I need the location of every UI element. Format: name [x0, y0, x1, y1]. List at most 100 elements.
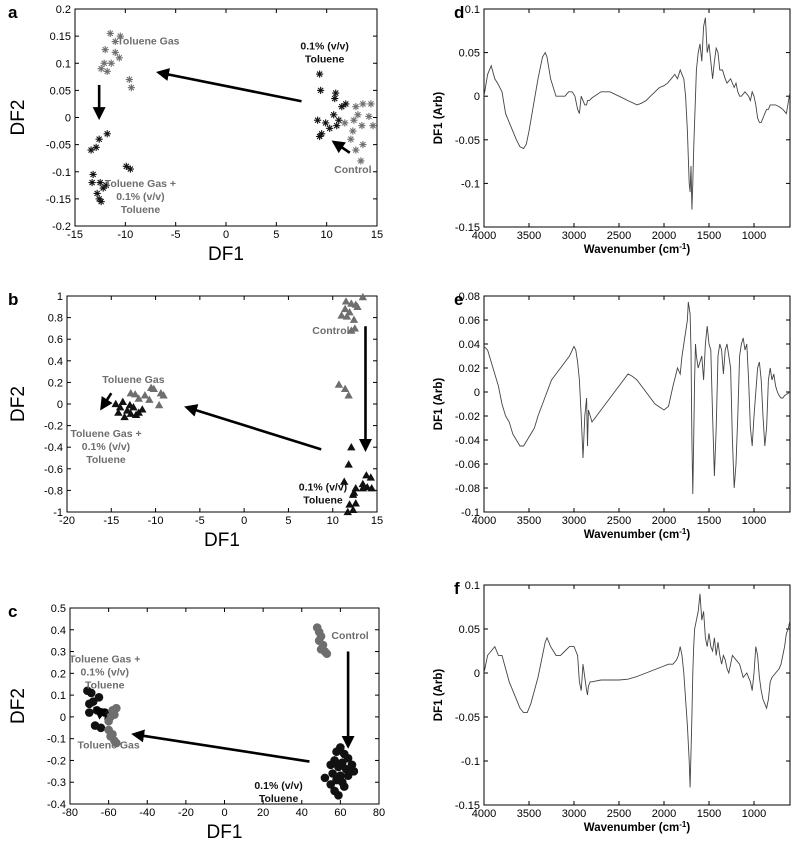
annotation-line: Toluene Gas + [105, 178, 176, 190]
annotation-line: 0.1% (v/v) [81, 666, 129, 678]
y-tick-label: -0.04 [455, 435, 480, 447]
data-point [316, 70, 324, 78]
y-tick-label: -1 [53, 507, 63, 519]
trend-arrow [156, 68, 302, 103]
y-tick-label: -0.06 [455, 459, 480, 471]
data-point [358, 122, 366, 130]
x-tick-label: 3000 [562, 808, 586, 820]
y-tick-label: -0.3 [47, 777, 66, 789]
data-point [316, 132, 324, 141]
series-0-1-v-v-toluene [314, 70, 350, 141]
data-point [332, 747, 341, 757]
data-point [354, 111, 362, 119]
x-tick-label: 2500 [607, 808, 631, 820]
data-point [97, 197, 105, 206]
annotation-line: Toluene [303, 494, 343, 506]
panel-letter: d [454, 3, 464, 22]
y-tick-label: 0.04 [459, 339, 480, 351]
x-tick-label: 3000 [562, 230, 586, 242]
data-point [369, 122, 377, 130]
y-tick-label: 0.2 [48, 377, 63, 389]
y-tick-label: -0.4 [44, 442, 63, 454]
y-tick-label: -0.2 [44, 421, 63, 433]
data-point [159, 391, 168, 399]
y-tick-label: 0 [57, 399, 63, 411]
x-tick-label: 3500 [517, 808, 541, 820]
data-point [359, 141, 367, 149]
data-point [348, 505, 358, 513]
x-tick-label: 4000 [472, 515, 496, 527]
plot-frame [483, 8, 791, 228]
data-point [97, 65, 105, 73]
data-point [129, 403, 138, 411]
data-point [100, 59, 108, 67]
group-annotation: 0.1% (v/v) Toluene [254, 780, 302, 805]
x-tick-label: -40 [139, 807, 155, 819]
panel-c: c -80 -60 -40 -20 0 20 40 60 80 -0.4 -0.3 -0.2 -0.1 0 0… [8, 602, 385, 843]
data-point [352, 103, 360, 111]
x-axis-label: DF1 [208, 244, 244, 265]
data-point [95, 135, 103, 143]
y-tick-label: -0.02 [455, 411, 480, 423]
x-tick-label: 0 [241, 515, 247, 527]
data-point [115, 403, 125, 411]
data-point [349, 127, 357, 135]
x-tick-label: 0 [221, 807, 227, 819]
data-point [335, 116, 343, 124]
y-tick-label: -0.05 [46, 140, 71, 152]
series-toluene-gas-0-1-v-v-toluene [111, 397, 147, 421]
y-axis-label: DF2 [8, 688, 29, 724]
group-annotation: Control [331, 630, 368, 642]
x-tick-label: 40 [296, 807, 308, 819]
x-tick-label: 4000 [472, 808, 496, 820]
data-point [351, 484, 360, 492]
x-tick-label: 1500 [697, 808, 721, 820]
data-point [314, 116, 322, 124]
annotation-line: Control [334, 164, 371, 176]
data-point [106, 29, 114, 38]
data-point [347, 326, 356, 334]
x-tick-label: 5 [273, 229, 279, 241]
x-tick-label: -80 [62, 807, 78, 819]
data-point [334, 762, 343, 772]
data-point [351, 499, 360, 507]
spectrum-line [484, 593, 790, 788]
data-point [366, 473, 375, 481]
x-tick-label: 5 [285, 515, 291, 527]
annotation-line: 0.1% (v/v) [254, 780, 302, 792]
data-point [88, 179, 96, 187]
data-point [347, 443, 356, 451]
x-tick-label: 2000 [652, 515, 676, 527]
annotation-line: Toluene [86, 454, 126, 466]
data-point [154, 400, 164, 409]
y-axis-label: DF2 [8, 100, 29, 136]
y-tick-label: 0.05 [50, 85, 71, 97]
y-tick-label: 0 [474, 668, 480, 680]
annotation-line: Toluene Gas + [69, 653, 140, 665]
data-point [126, 165, 134, 173]
x-tick-label: 15 [371, 229, 383, 241]
y-tick-label: 0.4 [48, 356, 63, 368]
panel-f: f 4000 3500 3000 2500 2000 1500 1000 -0.15 -0.1 -0… [433, 579, 791, 834]
x-tick-label: 20 [257, 807, 269, 819]
data-point [342, 312, 352, 320]
x-tick-label: 1000 [742, 515, 766, 527]
x-tick-label: 1500 [697, 515, 721, 527]
plot-frame [483, 295, 791, 513]
y-tick-label: 0.05 [459, 624, 480, 636]
x-tick-label: -15 [67, 229, 83, 241]
data-point [125, 75, 133, 84]
x-tick-label: 2500 [607, 230, 631, 242]
x-tick-label: 4000 [472, 230, 496, 242]
data-point [118, 397, 127, 405]
y-tick-label: -0.6 [44, 464, 63, 476]
data-point [344, 460, 353, 468]
y-tick-label: -0.15 [46, 194, 71, 206]
y-tick-label: -0.8 [44, 485, 63, 497]
trend-arrow [100, 392, 113, 411]
y-tick-label: 0.5 [51, 603, 66, 615]
data-point [367, 484, 376, 492]
group-annotation: Toluene Gas [102, 374, 164, 386]
group-annotation: Toluene Gas +0.1% (v/v) Toluene [69, 653, 140, 691]
